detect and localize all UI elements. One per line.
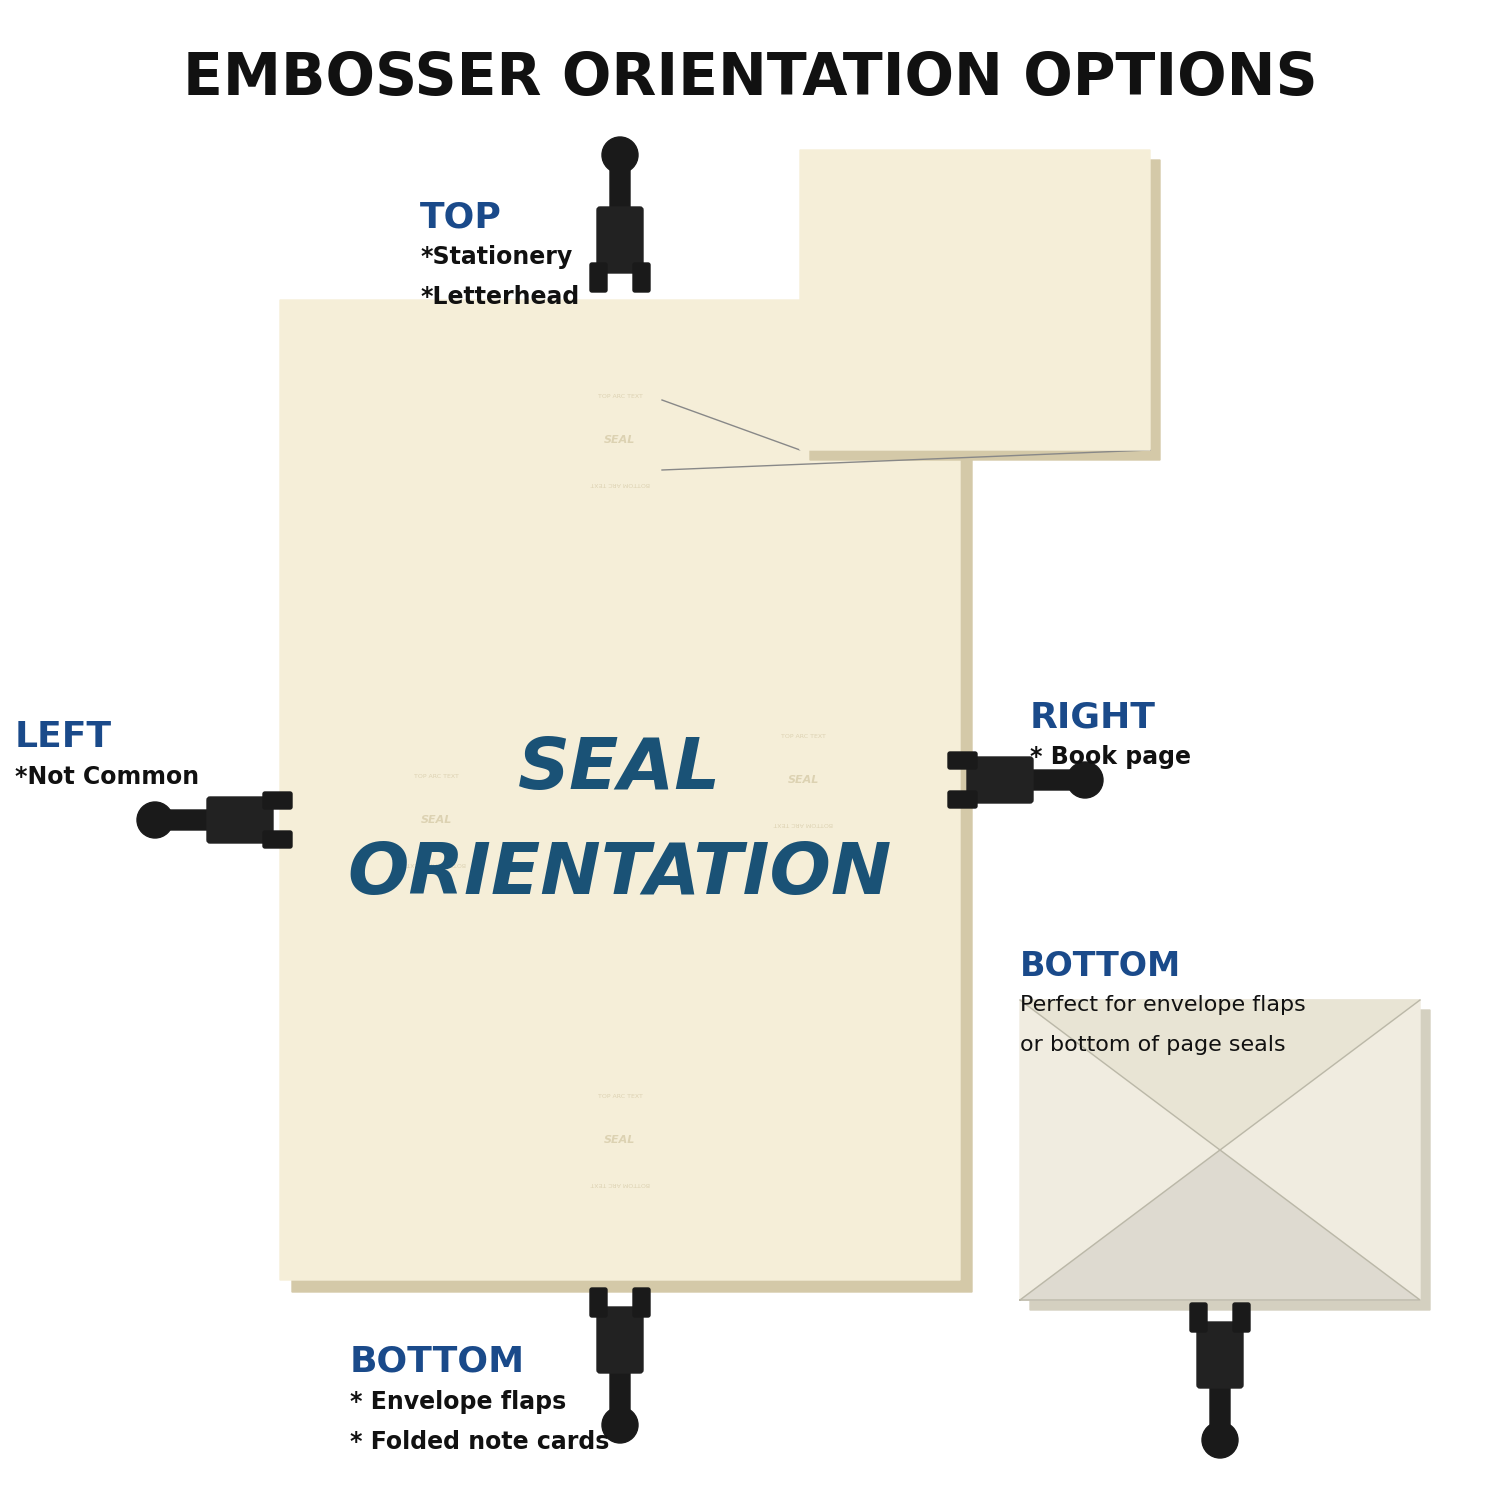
Text: BOTTOM: BOTTOM: [350, 1346, 525, 1378]
FancyBboxPatch shape: [262, 792, 292, 808]
Text: BOTTOM ARC TEXT: BOTTOM ARC TEXT: [406, 861, 466, 867]
Text: SEAL: SEAL: [604, 435, 636, 445]
FancyBboxPatch shape: [590, 262, 608, 292]
Text: BOTTOM ARC TEXT: BOTTOM ARC TEXT: [590, 482, 650, 486]
Text: SEAL: SEAL: [1204, 1220, 1236, 1230]
Text: TOP ARC TEXT: TOP ARC TEXT: [782, 734, 826, 738]
Text: EMBOSSER ORIENTATION OPTIONS: EMBOSSER ORIENTATION OPTIONS: [183, 50, 1317, 106]
Text: ORIENTATION: ORIENTATION: [348, 840, 892, 909]
FancyBboxPatch shape: [633, 1288, 650, 1317]
FancyBboxPatch shape: [597, 207, 644, 273]
Polygon shape: [1020, 1000, 1420, 1150]
Circle shape: [602, 1407, 638, 1443]
FancyBboxPatch shape: [968, 758, 1034, 802]
Circle shape: [136, 802, 172, 838]
Text: TOP ARC TEXT: TOP ARC TEXT: [597, 393, 642, 399]
Text: or bottom of page seals: or bottom of page seals: [1020, 1035, 1286, 1054]
Circle shape: [1202, 1422, 1237, 1458]
Text: TOP ARC TEXT: TOP ARC TEXT: [597, 1094, 642, 1098]
Text: SEAL: SEAL: [519, 735, 722, 804]
FancyBboxPatch shape: [948, 790, 976, 808]
Circle shape: [1066, 762, 1102, 798]
Text: BOTTOM ARC TEXT: BOTTOM ARC TEXT: [1191, 1256, 1250, 1260]
Text: * Folded note cards: * Folded note cards: [350, 1430, 609, 1454]
FancyBboxPatch shape: [280, 300, 960, 1280]
FancyBboxPatch shape: [597, 1306, 644, 1372]
Text: * Book page: * Book page: [1030, 746, 1191, 770]
Text: *Letterhead: *Letterhead: [420, 285, 579, 309]
FancyBboxPatch shape: [292, 312, 972, 1292]
Text: TOP ARC TEXT: TOP ARC TEXT: [1197, 1190, 1242, 1194]
FancyBboxPatch shape: [1190, 1304, 1208, 1332]
FancyBboxPatch shape: [1197, 1322, 1243, 1388]
FancyBboxPatch shape: [1233, 1304, 1250, 1332]
FancyBboxPatch shape: [1210, 1378, 1230, 1442]
Text: TOP: TOP: [420, 200, 503, 234]
Text: *Not Common: *Not Common: [15, 765, 200, 789]
FancyBboxPatch shape: [1030, 1010, 1429, 1310]
Text: BOTTOM ARC TEXT: BOTTOM ARC TEXT: [774, 822, 834, 827]
FancyBboxPatch shape: [590, 1288, 608, 1317]
FancyBboxPatch shape: [207, 796, 273, 843]
FancyBboxPatch shape: [633, 262, 650, 292]
Text: SEAL: SEAL: [960, 296, 990, 304]
Text: * Envelope flaps: * Envelope flaps: [350, 1390, 567, 1414]
FancyBboxPatch shape: [800, 150, 1150, 450]
Text: BOTTOM ARC TEXT: BOTTOM ARC TEXT: [945, 378, 1005, 382]
Text: SEAL: SEAL: [420, 815, 452, 825]
Text: BOTTOM: BOTTOM: [1020, 950, 1182, 982]
Circle shape: [602, 136, 638, 172]
Polygon shape: [1020, 1150, 1420, 1300]
FancyBboxPatch shape: [610, 153, 630, 218]
FancyBboxPatch shape: [610, 1364, 630, 1426]
FancyBboxPatch shape: [153, 810, 218, 830]
Text: SEAL: SEAL: [788, 776, 819, 784]
FancyBboxPatch shape: [262, 831, 292, 848]
FancyBboxPatch shape: [1020, 1000, 1420, 1300]
FancyBboxPatch shape: [948, 752, 976, 770]
Text: LEFT: LEFT: [15, 720, 112, 754]
Text: TOP ARC TEXT: TOP ARC TEXT: [414, 774, 459, 778]
FancyBboxPatch shape: [810, 160, 1160, 460]
Text: TOP ARC TEXT: TOP ARC TEXT: [952, 217, 998, 222]
Text: RIGHT: RIGHT: [1030, 700, 1156, 734]
Text: BOTTOM ARC TEXT: BOTTOM ARC TEXT: [590, 1182, 650, 1186]
Text: *Stationery: *Stationery: [420, 244, 573, 268]
FancyBboxPatch shape: [1023, 770, 1088, 790]
Text: Perfect for envelope flaps: Perfect for envelope flaps: [1020, 994, 1305, 1016]
Text: SEAL: SEAL: [604, 1136, 636, 1144]
